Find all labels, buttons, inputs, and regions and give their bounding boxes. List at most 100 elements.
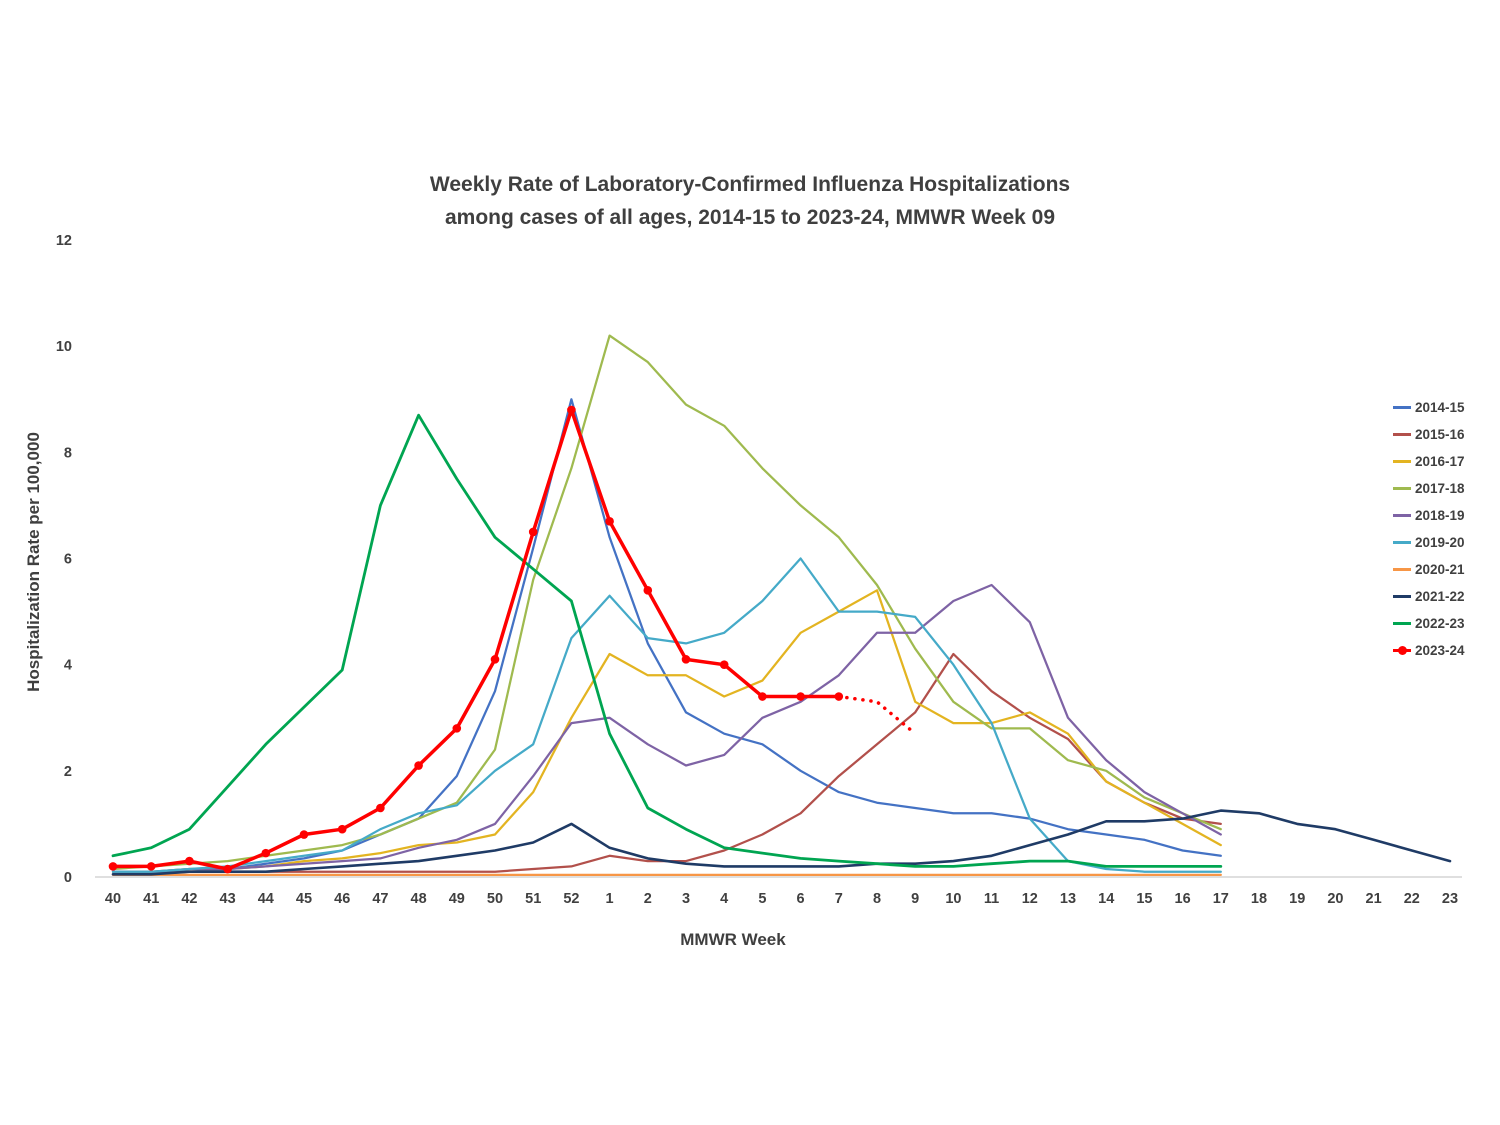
x-tick-label: 52 xyxy=(563,891,579,907)
series-line-2017-18 xyxy=(111,334,1222,871)
legend-swatch xyxy=(1393,622,1411,625)
x-tick-label: 50 xyxy=(487,891,503,907)
legend-item-2015-16: 2015-16 xyxy=(1393,421,1465,448)
legend-item-2016-17: 2016-17 xyxy=(1393,448,1465,475)
y-tick-label: 4 xyxy=(64,658,72,674)
series-marker-2023-24 xyxy=(758,692,767,701)
x-tick-label: 45 xyxy=(296,891,312,907)
y-tick-label: 10 xyxy=(56,339,72,355)
legend-swatch xyxy=(1393,406,1411,409)
x-tick-label: 14 xyxy=(1098,891,1114,907)
series-line-2022-23 xyxy=(111,413,1223,868)
x-tick-label: 17 xyxy=(1213,891,1229,907)
series-marker-2023-24 xyxy=(108,862,118,871)
x-tick-label: 20 xyxy=(1327,891,1343,907)
legend-label: 2014-15 xyxy=(1415,400,1465,415)
x-tick-label: 40 xyxy=(105,891,121,907)
x-tick-label: 10 xyxy=(945,891,961,907)
legend-swatch xyxy=(1393,595,1411,598)
series-marker-2023-24 xyxy=(567,405,576,415)
y-tick-label: 6 xyxy=(64,552,72,568)
legend-item-2014-15: 2014-15 xyxy=(1393,394,1465,421)
x-tick-label: 16 xyxy=(1175,891,1191,907)
x-tick-label: 15 xyxy=(1136,891,1152,907)
legend-label: 2021-22 xyxy=(1415,589,1465,604)
y-tick-label: 2 xyxy=(64,764,72,780)
series-marker-2023-24 xyxy=(146,862,156,871)
series-marker-2023-24 xyxy=(185,856,194,866)
legend-label: 2020-21 xyxy=(1415,562,1465,577)
legend-item-2019-20: 2019-20 xyxy=(1393,529,1465,556)
x-tick-label: 42 xyxy=(181,891,197,907)
x-tick-label: 3 xyxy=(682,891,690,907)
chart-legend: 2014-15 2015-16 2016-17 2017-18 2018-19 … xyxy=(1393,394,1465,664)
legend-marker-dot xyxy=(1398,646,1407,655)
series-line-2016-17 xyxy=(111,589,1222,873)
x-tick-label: 18 xyxy=(1251,891,1267,907)
y-tick-label: 0 xyxy=(64,870,72,886)
series-marker-2023-24 xyxy=(681,655,691,664)
x-tick-label: 49 xyxy=(449,891,465,907)
series-line-2019-20 xyxy=(111,557,1222,873)
chart-title-line-2: among cases of all ages, 2014-15 to 2023… xyxy=(444,206,1056,229)
x-tick-label: 23 xyxy=(1442,891,1458,907)
x-tick-label: 21 xyxy=(1366,891,1382,907)
y-tick-label: 12 xyxy=(56,233,72,249)
legend-swatch xyxy=(1393,541,1411,544)
x-tick-label: 5 xyxy=(758,891,766,907)
legend-item-2020-21: 2020-21 xyxy=(1393,556,1465,583)
legend-swatch xyxy=(1393,646,1411,655)
x-tick-label: 7 xyxy=(835,891,843,907)
series-marker-2023-24 xyxy=(299,830,309,839)
series-marker-2023-24 xyxy=(337,824,347,834)
x-tick-label: 51 xyxy=(525,891,541,907)
chart-title-line-1: Weekly Rate of Laboratory-Confirmed Infl… xyxy=(429,173,1071,196)
legend-label: 2017-18 xyxy=(1415,481,1465,496)
x-tick-label: 1 xyxy=(606,891,614,907)
legend-label: 2015-16 xyxy=(1415,427,1465,442)
x-tick-label: 48 xyxy=(411,891,427,907)
series-marker-2023-24 xyxy=(605,517,614,526)
legend-swatch xyxy=(1393,433,1411,436)
legend-swatch xyxy=(1393,460,1411,463)
x-tick-label: 12 xyxy=(1022,891,1038,907)
x-tick-label: 6 xyxy=(797,891,805,907)
series-marker-2023-24 xyxy=(376,803,385,813)
x-tick-label: 46 xyxy=(334,891,350,907)
series-marker-2023-24 xyxy=(643,586,653,595)
series-marker-2023-24 xyxy=(834,692,844,701)
x-tick-label: 13 xyxy=(1060,891,1076,907)
legend-item-2023-24: 2023-24 xyxy=(1393,637,1465,664)
legend-label: 2022-23 xyxy=(1415,616,1465,631)
x-axis-label: MMWR Week xyxy=(680,930,786,949)
x-tick-label: 2 xyxy=(644,891,652,907)
legend-item-2017-18: 2017-18 xyxy=(1393,475,1465,502)
series-marker-2023-24 xyxy=(223,864,232,874)
x-tick-label: 44 xyxy=(258,891,274,907)
x-tick-label: 11 xyxy=(984,891,999,907)
x-tick-label: 9 xyxy=(911,891,919,907)
legend-item-2022-23: 2022-23 xyxy=(1393,610,1465,637)
x-tick-label: 4 xyxy=(720,891,728,907)
legend-swatch xyxy=(1393,487,1411,490)
series-marker-2023-24 xyxy=(452,724,462,733)
legend-label: 2019-20 xyxy=(1415,535,1465,550)
series-line-2021-22 xyxy=(111,809,1452,876)
legend-swatch xyxy=(1393,514,1411,517)
legend-label: 2018-19 xyxy=(1415,508,1465,523)
legend-swatch xyxy=(1393,568,1411,571)
series-marker-2023-24 xyxy=(719,660,729,669)
x-tick-label: 19 xyxy=(1289,891,1305,907)
series-line-2023-24 xyxy=(111,408,841,871)
series-marker-2023-24 xyxy=(796,692,805,701)
x-tick-label: 47 xyxy=(372,891,388,907)
series-marker-2023-24 xyxy=(261,848,271,858)
series-projection-2023-24 xyxy=(837,694,917,736)
x-tick-label: 8 xyxy=(873,891,881,907)
x-tick-label: 41 xyxy=(143,891,159,907)
series-marker-2023-24 xyxy=(414,761,423,770)
series-marker-2023-24 xyxy=(490,655,500,664)
legend-label: 2016-17 xyxy=(1415,454,1465,469)
